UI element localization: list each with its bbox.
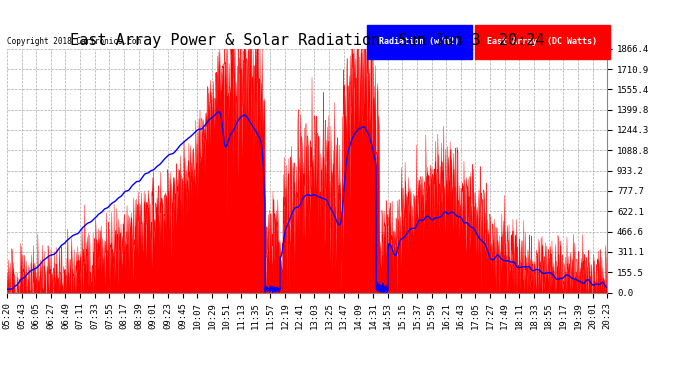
Text: Radiation (w/m2): Radiation (w/m2) — [379, 38, 459, 46]
Title: East Array Power & Solar Radiation  Sun Jun 3  20:24: East Array Power & Solar Radiation Sun J… — [70, 33, 544, 48]
Text: Copyright 2018 Cartronics.com: Copyright 2018 Cartronics.com — [7, 38, 141, 46]
Text: East Array  (DC Watts): East Array (DC Watts) — [487, 38, 597, 46]
